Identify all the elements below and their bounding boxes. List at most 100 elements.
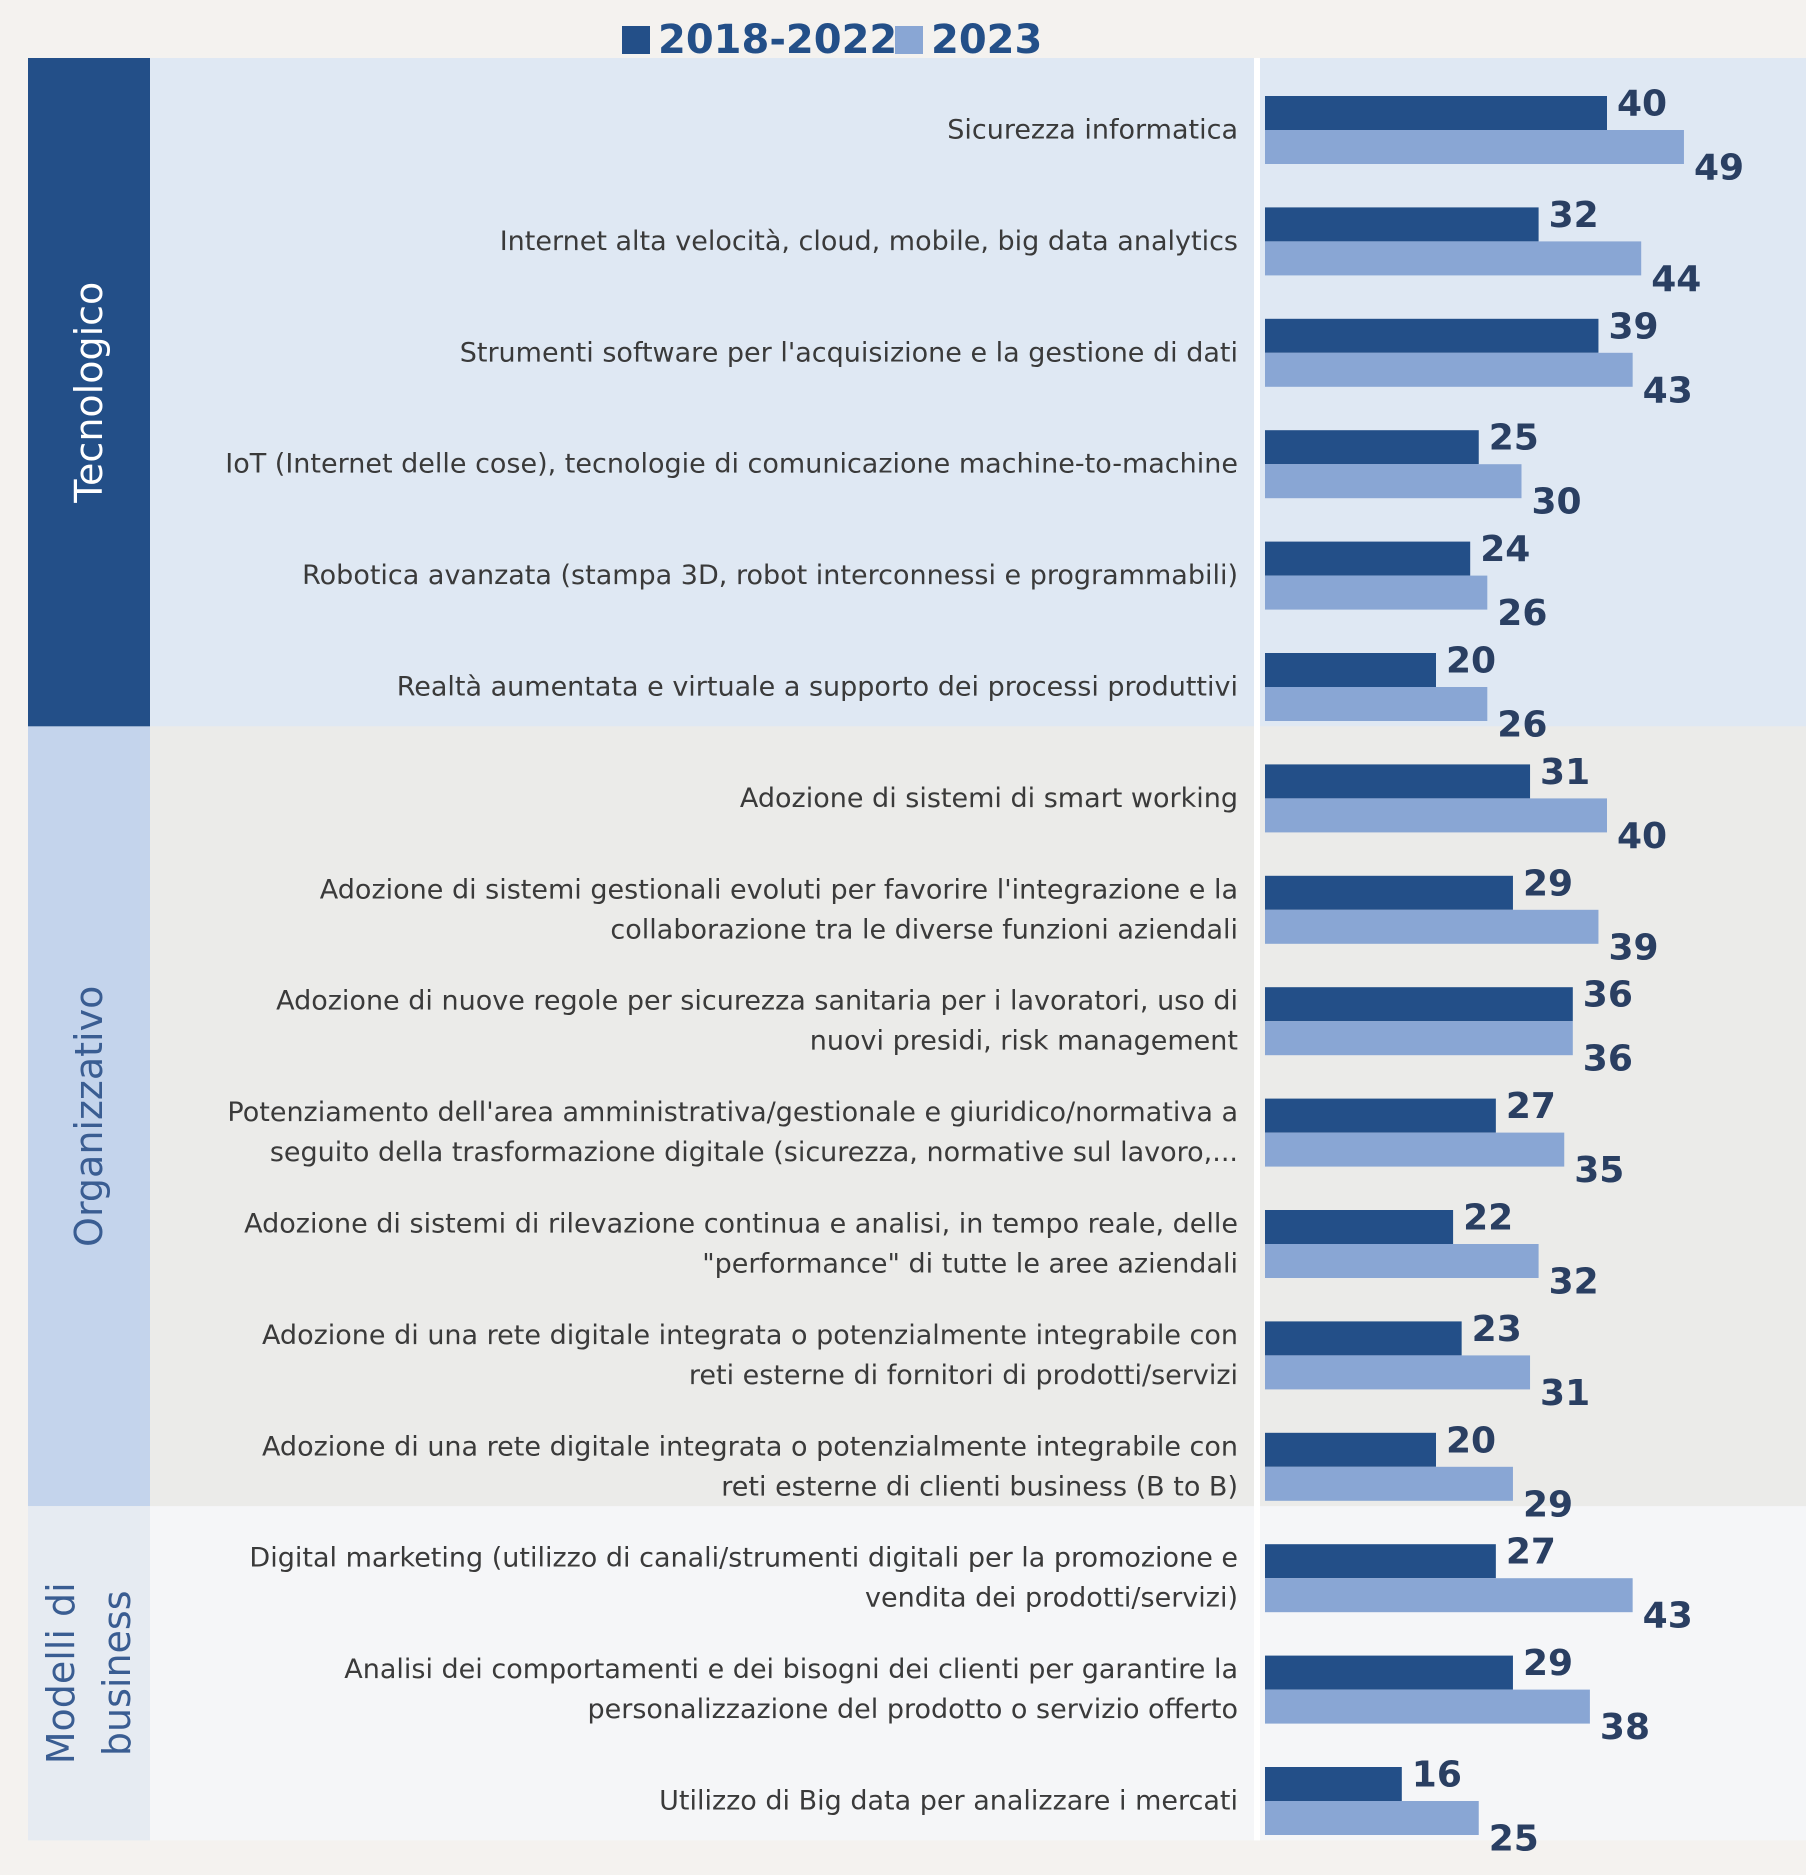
category-label: Potenziamento dell'area amministrativa/g… [227,1097,1238,1128]
category-label: Adozione di una rete digitale integrata … [262,1431,1238,1462]
bar-2023 [1265,1801,1479,1835]
category-label: reti esterne di fornitori di prodotti/se… [689,1360,1238,1391]
value-label: 39 [1608,927,1658,968]
group-label: Modelli di [39,1582,83,1764]
bar-2018-2022 [1265,1432,1436,1467]
value-label: 43 [1643,370,1693,411]
category-label: Strumenti software per l'acquisizione e … [460,337,1238,368]
value-label: 27 [1506,1532,1556,1573]
bar-2023 [1265,1021,1573,1056]
bar-2023 [1265,1578,1633,1613]
bar-2023 [1265,241,1642,276]
category-label: seguito della trasformazione digitale (s… [270,1137,1238,1168]
value-label: 20 [1446,1420,1496,1461]
bar-2023 [1265,1466,1513,1501]
value-label: 32 [1549,1262,1599,1303]
value-label: 29 [1523,1484,1573,1525]
bar-2018-2022 [1265,318,1599,353]
bar-2023 [1265,1689,1590,1724]
category-label: Realtà aumentata e virtuale a supporto d… [397,672,1238,703]
bar-2023 [1265,909,1599,944]
group-label: Organizzativo [67,986,111,1247]
bar-2023 [1265,687,1488,721]
legend-label: 2023 [931,17,1042,63]
category-label: Adozione di sistemi di rilevazione conti… [244,1209,1238,1240]
value-label: 25 [1489,1819,1539,1860]
value-label: 22 [1463,1198,1513,1239]
category-label: reti esterne di clienti business (B to B… [721,1471,1238,1502]
bar-2023 [1265,798,1607,833]
category-label: Adozione di nuove regole per sicurezza s… [276,986,1238,1017]
category-label: Adozione di una rete digitale integrata … [262,1320,1238,1351]
group-panel [150,58,1806,727]
bar-2018-2022 [1265,430,1479,465]
value-label: 24 [1480,529,1530,570]
category-label: nuovi presidi, risk management [810,1026,1238,1057]
value-label: 29 [1523,863,1573,904]
category-label: Sicurezza informatica [947,115,1238,146]
group-header [28,726,150,1507]
value-label: 43 [1643,1596,1693,1637]
bar-2018-2022 [1265,207,1539,242]
value-label: 30 [1532,482,1582,523]
bar-2018-2022 [1265,1767,1402,1801]
value-label: 35 [1574,1150,1624,1191]
value-label: 26 [1497,705,1547,746]
bar-2018-2022 [1265,1655,1513,1690]
bar-2023 [1265,352,1633,387]
bar-2018-2022 [1265,1544,1496,1579]
value-label: 40 [1617,816,1667,857]
value-label: 31 [1540,1373,1590,1414]
bar-2018-2022 [1265,1098,1496,1133]
bar-2018-2022 [1265,764,1531,799]
group-panel [150,1506,1806,1841]
legend-swatch [895,26,923,54]
bar-2018-2022 [1265,875,1513,910]
value-label: 23 [1472,1309,1522,1350]
value-label: 36 [1583,1039,1633,1080]
value-label: 16 [1412,1755,1462,1796]
value-label: 44 [1651,259,1701,300]
bar-2018-2022 [1265,653,1436,687]
value-label: 32 [1549,195,1599,236]
category-label: "performance" di tutte le aree aziendali [702,1249,1238,1280]
value-label: 36 [1583,975,1633,1016]
value-label: 29 [1523,1643,1573,1684]
value-label: 49 [1694,148,1744,189]
value-label: 20 [1446,641,1496,682]
value-label: 38 [1600,1707,1650,1748]
category-label: Adozione di sistemi di smart working [740,783,1238,814]
category-label: Utilizzo di Big data per analizzare i me… [659,1786,1238,1817]
category-label: Adozione di sistemi gestionali evoluti p… [320,874,1238,905]
legend-label: 2018-2022 [658,17,897,63]
group-header [28,1506,150,1841]
bar-2023 [1265,1132,1565,1167]
bar-2023 [1265,1244,1539,1278]
bar-2023 [1265,130,1684,164]
bar-2018-2022 [1265,96,1607,130]
category-label: IoT (Internet delle cose), tecnologie di… [225,449,1238,480]
group-header [28,58,150,727]
category-label: vendita dei prodotti/servizi) [865,1583,1238,1614]
category-label: Internet alta velocità, cloud, mobile, b… [500,226,1238,257]
value-label: 27 [1506,1086,1556,1127]
bar-2018-2022 [1265,1210,1454,1244]
legend-swatch [622,26,650,54]
bar-2018-2022 [1265,1321,1462,1356]
value-label: 40 [1617,84,1667,125]
value-label: 25 [1489,418,1539,459]
value-label: 31 [1540,752,1590,793]
value-label: 26 [1497,593,1547,634]
bar-2018-2022 [1265,987,1573,1022]
bar-2023 [1265,464,1522,499]
category-label: collaborazione tra le diverse funzioni a… [610,914,1238,945]
group-label: Tecnologico [67,282,111,504]
category-label: Robotica avanzata (stampa 3D, robot inte… [302,560,1238,591]
group-label: business [95,1590,139,1756]
category-label: personalizzazione del prodotto o servizi… [588,1694,1239,1725]
category-label: Digital marketing (utilizzo di canali/st… [249,1543,1238,1574]
category-label: Analisi dei comportamenti e dei bisogni … [344,1654,1238,1685]
bar-2023 [1265,575,1488,610]
